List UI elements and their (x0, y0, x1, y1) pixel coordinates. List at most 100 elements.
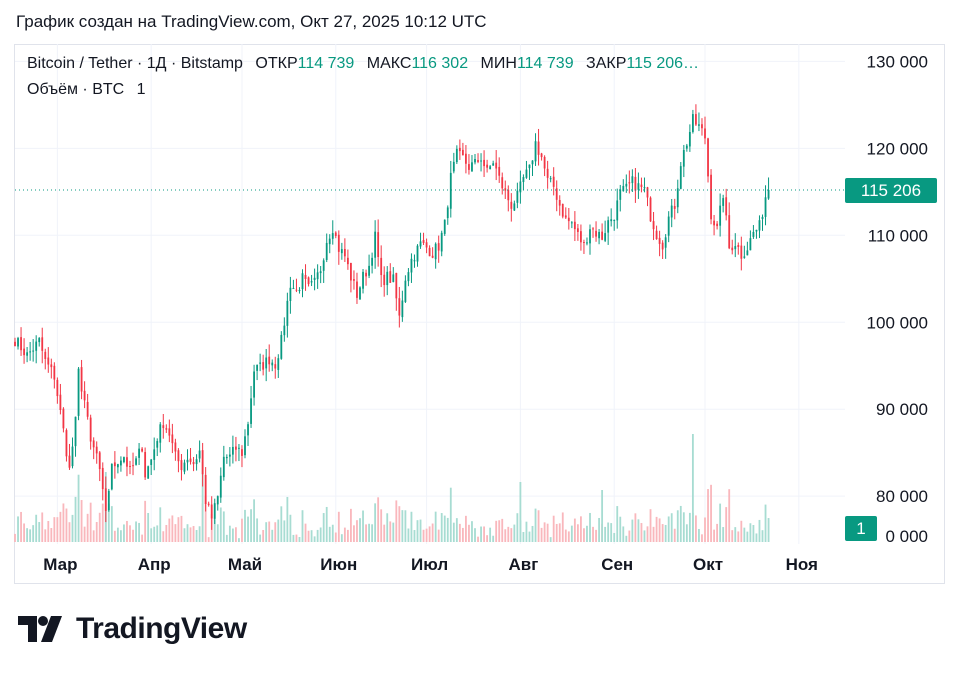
last-price-label: 115 206 (861, 181, 921, 200)
candle-body (537, 141, 540, 155)
volume-bar (513, 524, 516, 542)
candle-body (573, 221, 576, 230)
candle-body (688, 131, 691, 147)
volume-bar (386, 513, 389, 542)
candle-body (682, 149, 685, 167)
y-tick-label: 100 000 (867, 313, 928, 332)
volume-bar (135, 521, 137, 542)
tradingview-logo[interactable]: TradingView (18, 612, 247, 646)
candle-body (23, 348, 25, 356)
volume-bar (613, 532, 616, 542)
candle-body (104, 488, 107, 511)
candle-body (274, 364, 277, 369)
volume-bar (383, 524, 386, 542)
volume-bar (174, 524, 177, 542)
volume-bar (507, 526, 510, 542)
candle-body (325, 242, 328, 260)
candle-body (195, 459, 198, 465)
candle-body (576, 228, 579, 232)
volume-bar (322, 513, 325, 542)
volume-bar (153, 526, 156, 542)
candle-body (59, 394, 62, 410)
volume-bar (625, 535, 628, 542)
candle-body (189, 458, 192, 462)
volume-bar (495, 520, 498, 542)
candle-body (764, 197, 767, 217)
volume-bar (159, 507, 162, 542)
candle-body (386, 271, 389, 286)
volume-bar (377, 497, 380, 542)
volume-bar (682, 512, 685, 542)
volume-bar (301, 510, 304, 542)
candle-body (334, 232, 337, 236)
candle-body (219, 475, 222, 498)
volume-bar (26, 528, 29, 542)
candle-body (113, 462, 116, 467)
candle-body (138, 448, 140, 458)
volume-badge-label: 1 (856, 519, 865, 538)
candle-body (74, 416, 77, 447)
volume-bar (589, 512, 591, 542)
candle-body (331, 233, 334, 239)
candle-body (265, 357, 268, 369)
volume-bar (670, 513, 673, 542)
candle-body (443, 219, 446, 234)
volume-bar (56, 517, 59, 542)
volume-bar (71, 514, 74, 542)
volume-bar (504, 529, 507, 542)
volume-bar (198, 526, 201, 542)
volume-bar (304, 523, 307, 542)
volume-bar (141, 534, 144, 542)
volume-bar (731, 530, 734, 542)
candle-body (65, 430, 68, 457)
volume-bar (634, 513, 637, 542)
candle-body (156, 441, 159, 448)
volume-bar (486, 535, 489, 542)
candle-body (162, 425, 165, 429)
candle-body (244, 436, 246, 456)
volume-bar (256, 518, 259, 542)
candle-body (519, 181, 522, 193)
candle-body (307, 277, 310, 285)
volume-bar (758, 519, 761, 542)
candle-body (350, 263, 352, 281)
volume-bar (298, 537, 301, 542)
candle-body (440, 232, 443, 252)
candle-body (365, 272, 367, 277)
candle-body (207, 503, 210, 505)
volume-bar (564, 529, 567, 542)
candle-body (701, 124, 703, 129)
volume-bar (192, 526, 195, 542)
volume-bar (219, 507, 222, 542)
volume-bar (62, 503, 65, 542)
candle-body (676, 188, 679, 208)
candle-body (695, 114, 697, 125)
candle-body (80, 367, 83, 392)
candle-body (295, 289, 298, 291)
volume-bar (89, 502, 92, 542)
candle-body (598, 231, 600, 239)
candle-body (422, 240, 425, 243)
volume-bar (528, 531, 531, 542)
volume-bar (35, 514, 38, 542)
candle-body (455, 148, 458, 163)
candle-body (283, 325, 286, 336)
candle-body (749, 238, 752, 251)
candle-body (570, 222, 573, 224)
volume-bar (471, 521, 473, 542)
volume-bar (244, 509, 246, 542)
volume-bar (431, 523, 434, 542)
volume-bar (77, 474, 80, 542)
volume-bar (241, 518, 243, 542)
candle-body (120, 460, 122, 466)
volume-bar (265, 522, 268, 542)
candle-body (53, 365, 56, 380)
volume-bar (250, 509, 252, 542)
candle-body (62, 408, 65, 429)
candle-body (126, 457, 128, 467)
legend-low-label: МИН (480, 55, 517, 72)
candle-body (26, 352, 29, 356)
volume-bar (543, 522, 546, 542)
candle-body (710, 174, 712, 220)
